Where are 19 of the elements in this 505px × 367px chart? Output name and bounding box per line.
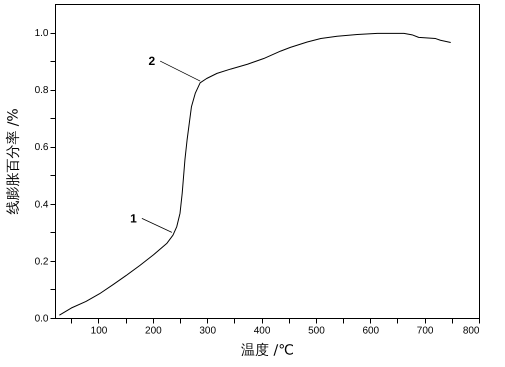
x-tick-label: 700 [416, 326, 434, 336]
annotation: 1 [130, 211, 138, 226]
y-tick-label: 0.0 [34, 314, 49, 324]
line-series [58, 32, 452, 316]
y-axis-title: 线膨胀百分率 /% [6, 108, 22, 215]
x-tick-label: 400 [254, 326, 271, 336]
x-axis-title: 温度 /℃ [241, 342, 294, 358]
x-tick-label: 500 [308, 326, 326, 336]
x-tick-label: 200 [145, 326, 162, 336]
y-tick-label: 0.6 [34, 142, 49, 154]
y-tick-label: 0.8 [34, 85, 49, 96]
x-tick-label: 100 [90, 326, 108, 336]
y-tick-label: 0.4 [34, 199, 49, 210]
x-tick-label: 300 [199, 326, 216, 336]
x-tick-label: 800 [462, 326, 480, 336]
y-tick-label: 0.2 [34, 256, 49, 268]
x-tick-label: 600 [362, 326, 380, 336]
annotation: 2 [148, 54, 156, 68]
y-tick-label: 1.0 [34, 28, 49, 40]
